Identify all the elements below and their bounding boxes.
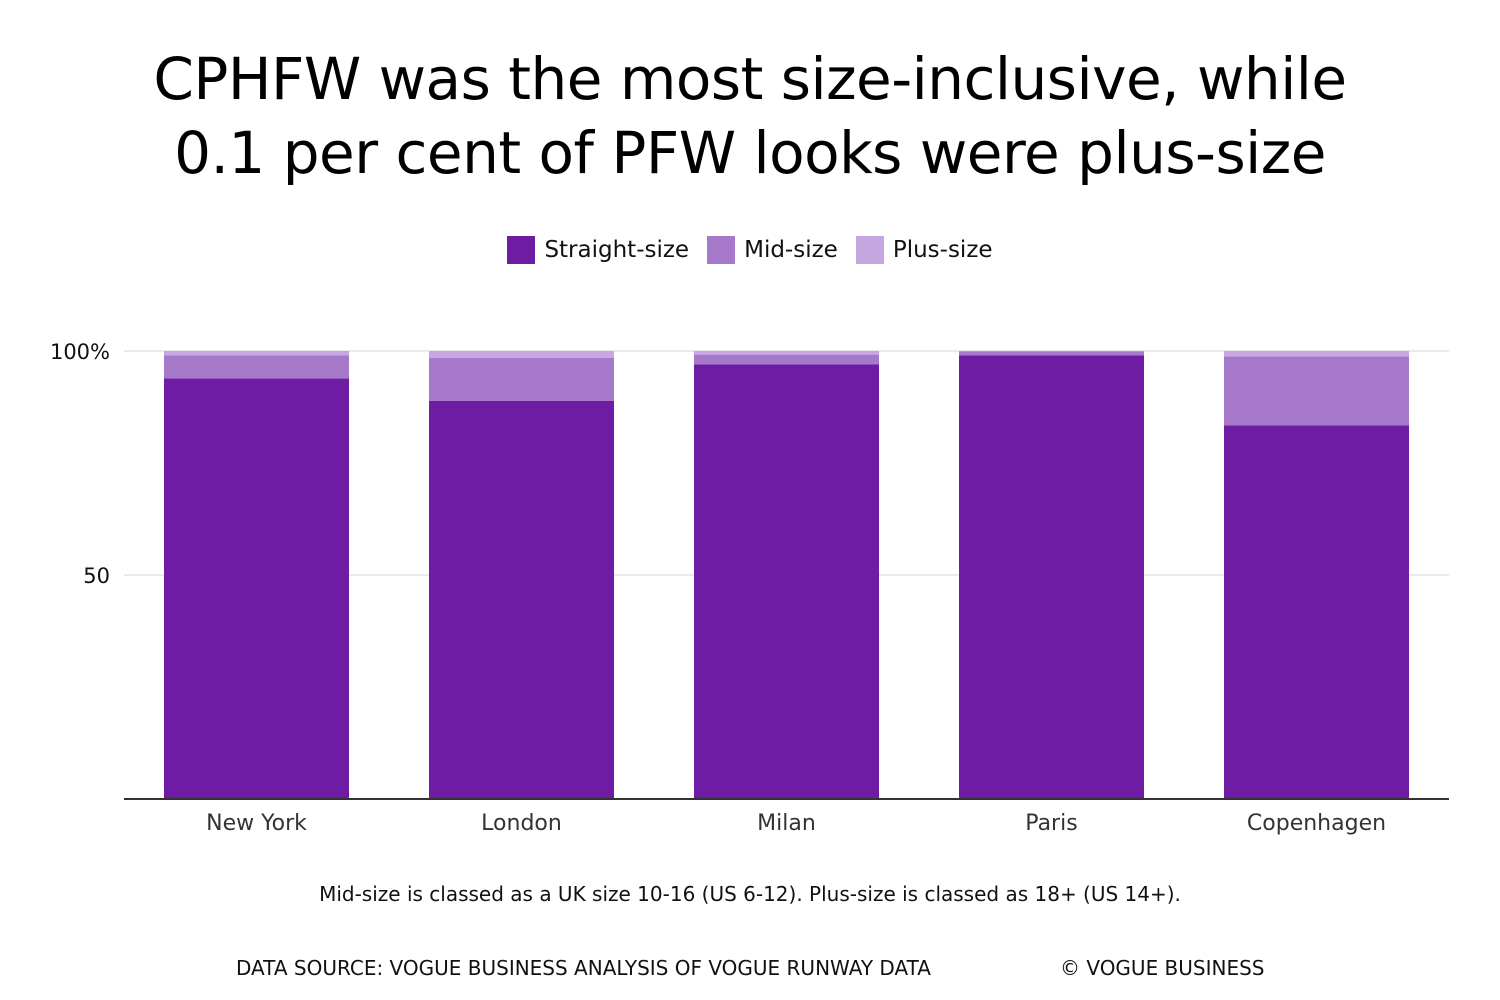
legend-item-plus-size: Plus-size (855, 236, 993, 264)
bar-copenhagen-mid-size (1224, 356, 1409, 426)
stacked-bar-chart: 50 100% New York London Milan Paris Copenhagen (50, 340, 1449, 836)
legend-label-straight-size: Straight-size (544, 237, 690, 263)
y-tick-label-50: 50 (83, 564, 110, 588)
x-tick-label-paris: Paris (1025, 811, 1077, 836)
chart-title-line-2: 0.1 per cent of PFW looks were plus-size (174, 119, 1326, 187)
legend-item-mid-size: Mid-size (707, 236, 838, 264)
x-tick-label-milan: Milan (757, 811, 816, 836)
data-source-text: DATA SOURCE: VOGUE BUSINESS ANALYSIS OF … (236, 956, 931, 980)
copyright-text: © VOGUE BUSINESS (1060, 956, 1265, 980)
legend-label-plus-size: Plus-size (892, 237, 993, 263)
x-tick-label-new-york: New York (206, 811, 307, 836)
bar-milan-mid-size (694, 354, 879, 365)
legend-swatch-plus-size (855, 236, 884, 264)
chart-title: CPHFW was the most size-inclusive, while… (0, 42, 1500, 190)
bar-milan-plus-size (694, 351, 879, 355)
bar-london-mid-size (429, 357, 614, 401)
legend-item-straight-size: Straight-size (507, 236, 689, 264)
x-tick-label-london: London (481, 811, 562, 836)
bar-copenhagen-plus-size (1224, 351, 1409, 357)
bar-new-york-mid-size (164, 355, 349, 379)
bar-london-straight-size (429, 400, 614, 799)
size-definition-note: Mid-size is classed as a UK size 10-16 (… (319, 882, 1181, 906)
chart-title-line-1: CPHFW was the most size-inclusive, while (153, 45, 1347, 113)
legend-swatch-straight-size (507, 236, 536, 264)
y-tick-label-100: 100% (50, 340, 110, 364)
bar-milan-straight-size (694, 364, 879, 799)
bar-london-plus-size (429, 351, 614, 358)
bar-new-york-plus-size (164, 351, 349, 356)
bar-paris-mid-size (959, 351, 1144, 356)
legend-swatch-mid-size (707, 236, 736, 264)
bar-copenhagen-straight-size (1224, 425, 1409, 799)
x-tick-label-copenhagen: Copenhagen (1247, 811, 1386, 836)
chart-legend: Straight-size Mid-size Plus-size (0, 236, 1500, 264)
bar-new-york-straight-size (164, 378, 349, 799)
bar-paris-straight-size (959, 355, 1144, 799)
legend-label-mid-size: Mid-size (744, 237, 838, 263)
